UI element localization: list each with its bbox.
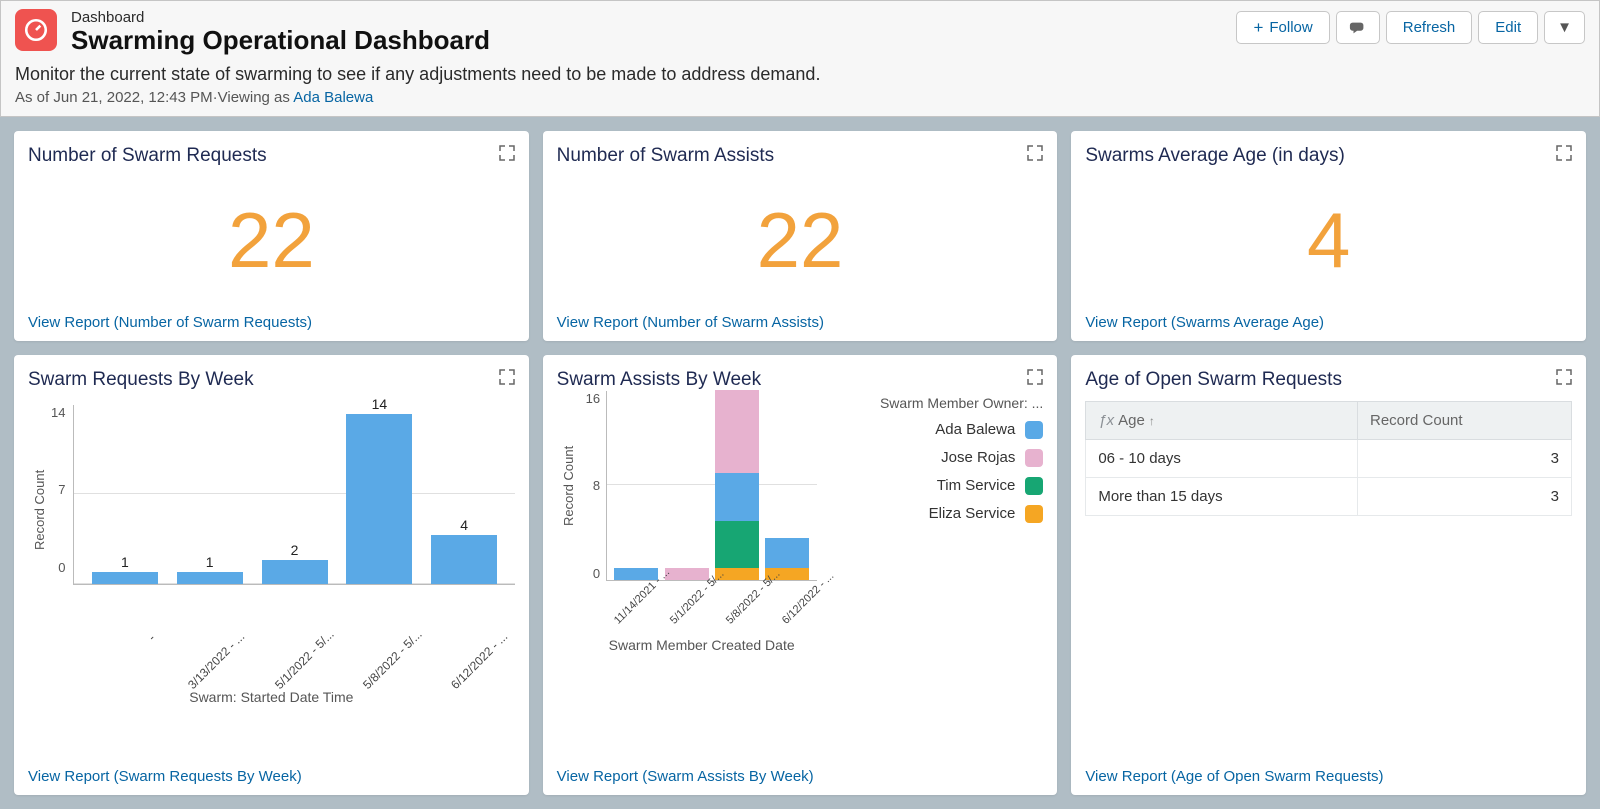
card-title: Number of Swarm Assists [557,145,1044,167]
view-report-link[interactable]: View Report (Swarm Assists By Week) [557,768,1044,785]
legend-item[interactable]: Tim Service [825,477,1044,495]
legend-title: Swarm Member Owner: ... [825,395,1044,411]
header-description: Monitor the current state of swarming to… [15,64,1585,85]
card-requests-by-week: Swarm Requests By Week Record Count 1470… [14,355,529,795]
edit-button[interactable]: Edit [1478,11,1538,44]
y-axis-label: Record Count [28,395,51,625]
fx-icon: ƒx [1098,412,1114,429]
viewing-as-link[interactable]: Ada Balewa [293,89,373,106]
table-row[interactable]: More than 15 days3 [1086,477,1572,515]
expand-icon[interactable] [1556,145,1572,161]
card-title: Swarms Average Age (in days) [1085,145,1572,167]
card-assists-by-week: Swarm Assists By Week Record Count 1680 … [543,355,1058,795]
bar[interactable] [177,572,243,584]
bar-chart: 112144 [73,405,514,585]
view-report-link[interactable]: View Report (Swarm Requests By Week) [28,768,515,785]
metric-value: 22 [28,167,515,314]
legend: Swarm Member Owner: ... Ada Balewa Jose R… [817,391,1044,768]
view-report-link[interactable]: View Report (Swarms Average Age) [1085,314,1572,331]
x-labels: -3/13/2022 - ...5/1/2022 - 5/...5/8/2022… [28,631,515,645]
col-label: Age [1118,412,1145,429]
card-avg-age: Swarms Average Age (in days) 4 View Repo… [1071,131,1586,341]
stacked-bar[interactable] [715,390,759,580]
refresh-button[interactable]: Refresh [1386,11,1473,44]
card-title: Number of Swarm Requests [28,145,515,167]
age-table: ƒxAge ↑ Record Count 06 - 10 days3More th… [1085,401,1572,516]
bar[interactable] [346,414,412,584]
metric-value: 4 [1085,167,1572,314]
card-swarm-assists: Number of Swarm Assists 22 View Report (… [543,131,1058,341]
table-row[interactable]: 06 - 10 days3 [1086,439,1572,477]
view-report-link[interactable]: View Report (Number of Swarm Requests) [28,314,515,331]
view-report-link[interactable]: View Report (Age of Open Swarm Requests) [1085,768,1572,785]
view-report-link[interactable]: View Report (Number of Swarm Assists) [557,314,1044,331]
dashboard-app-icon [15,9,57,51]
sort-asc-icon: ↑ [1149,414,1155,428]
header: Dashboard Swarming Operational Dashboard… [0,0,1600,117]
collaborate-button[interactable] [1336,11,1380,44]
more-actions-button[interactable]: ▼ [1544,11,1585,44]
expand-icon[interactable] [499,145,515,161]
stacked-bar-chart [606,391,817,581]
meta-prefix: As of Jun 21, 2022, 12:43 PM·Viewing as [15,89,293,106]
card-title: Swarm Assists By Week [557,369,1044,391]
x-axis-label: Swarm Member Created Date [557,637,817,653]
card-age-table: Age of Open Swarm Requests ƒxAge ↑ Record… [1071,355,1586,795]
x-axis-label: Swarm: Started Date Time [28,689,515,705]
expand-icon[interactable] [1027,145,1043,161]
chat-icon [1349,21,1367,35]
legend-item[interactable]: Jose Rojas [825,449,1044,467]
legend-item[interactable]: Eliza Service [825,505,1044,523]
legend-item[interactable]: Ada Balewa [825,421,1044,439]
expand-icon[interactable] [1027,369,1043,385]
header-meta: As of Jun 21, 2022, 12:43 PM·Viewing as … [15,89,1585,106]
col-record-count[interactable]: Record Count [1358,401,1572,439]
follow-label: Follow [1269,19,1312,36]
card-title: Swarm Requests By Week [28,369,515,391]
x-labels: 11/14/2021 - ...5/1/2022 - 5/...5/8/2022… [557,587,817,599]
dashboard-grid: Number of Swarm Requests 22 View Report … [0,117,1600,809]
y-ticks: 1680 [580,391,606,581]
expand-icon[interactable] [499,369,515,385]
metric-value: 22 [557,167,1044,314]
col-age[interactable]: ƒxAge ↑ [1086,401,1358,439]
bar[interactable] [431,535,497,584]
follow-button[interactable]: + Follow [1236,11,1329,44]
y-ticks: 1470 [51,405,73,575]
card-title: Age of Open Swarm Requests [1085,369,1572,391]
card-swarm-requests: Number of Swarm Requests 22 View Report … [14,131,529,341]
bar[interactable] [262,560,328,584]
bar[interactable] [92,572,158,584]
y-axis-label: Record Count [557,391,580,581]
expand-icon[interactable] [1556,369,1572,385]
